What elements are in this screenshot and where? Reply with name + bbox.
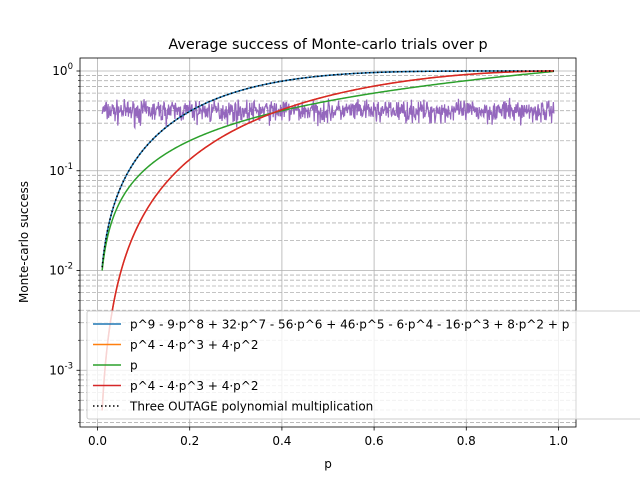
x-tick-label: 0.8 — [457, 434, 476, 448]
y-tick-label: 10-1 — [49, 162, 73, 178]
ticks: 10-3 10-2 10-1 100 0.0 0.2 0.4 0.6 0.8 1.0 — [49, 62, 568, 448]
y-tick-label: 10-3 — [49, 361, 73, 377]
x-axis-label: p — [324, 457, 332, 471]
axes-frame — [79, 57, 577, 428]
y-tick-label: 100 — [52, 62, 73, 78]
x-tick-label: 0.6 — [365, 434, 384, 448]
series-line-2 — [101, 70, 554, 271]
series-line-3 — [101, 70, 554, 411]
legend-label: p^4 - 4·p^3 + 4·p^2 — [130, 338, 258, 352]
x-tick-label: 1.0 — [549, 434, 568, 448]
plot-series — [101, 70, 555, 411]
x-tick-label: 0.0 — [88, 434, 107, 448]
legend-box — [86, 310, 640, 420]
series-line-5 — [101, 97, 555, 130]
y-tick-label: 10-2 — [49, 262, 73, 278]
legend-label: p^9 - 9·p^8 + 32·p^7 - 56·p^6 + 46·p^5 -… — [130, 318, 569, 332]
legend: p^9 - 9·p^8 + 32·p^7 - 56·p^6 + 46·p^5 -… — [86, 310, 640, 420]
chart-title: Average success of Monte-carlo trials ov… — [168, 37, 487, 53]
series-line-4 — [101, 70, 554, 268]
legend-label: Three OUTAGE polynomial multiplication — [129, 400, 373, 414]
x-tick-label: 0.2 — [180, 434, 199, 448]
y-axis-label: Monte-carlo success — [17, 181, 31, 303]
legend-label: p — [130, 359, 138, 373]
x-tick-label: 0.4 — [272, 434, 291, 448]
legend-label: p^4 - 4·p^3 + 4·p^2 — [130, 379, 258, 393]
